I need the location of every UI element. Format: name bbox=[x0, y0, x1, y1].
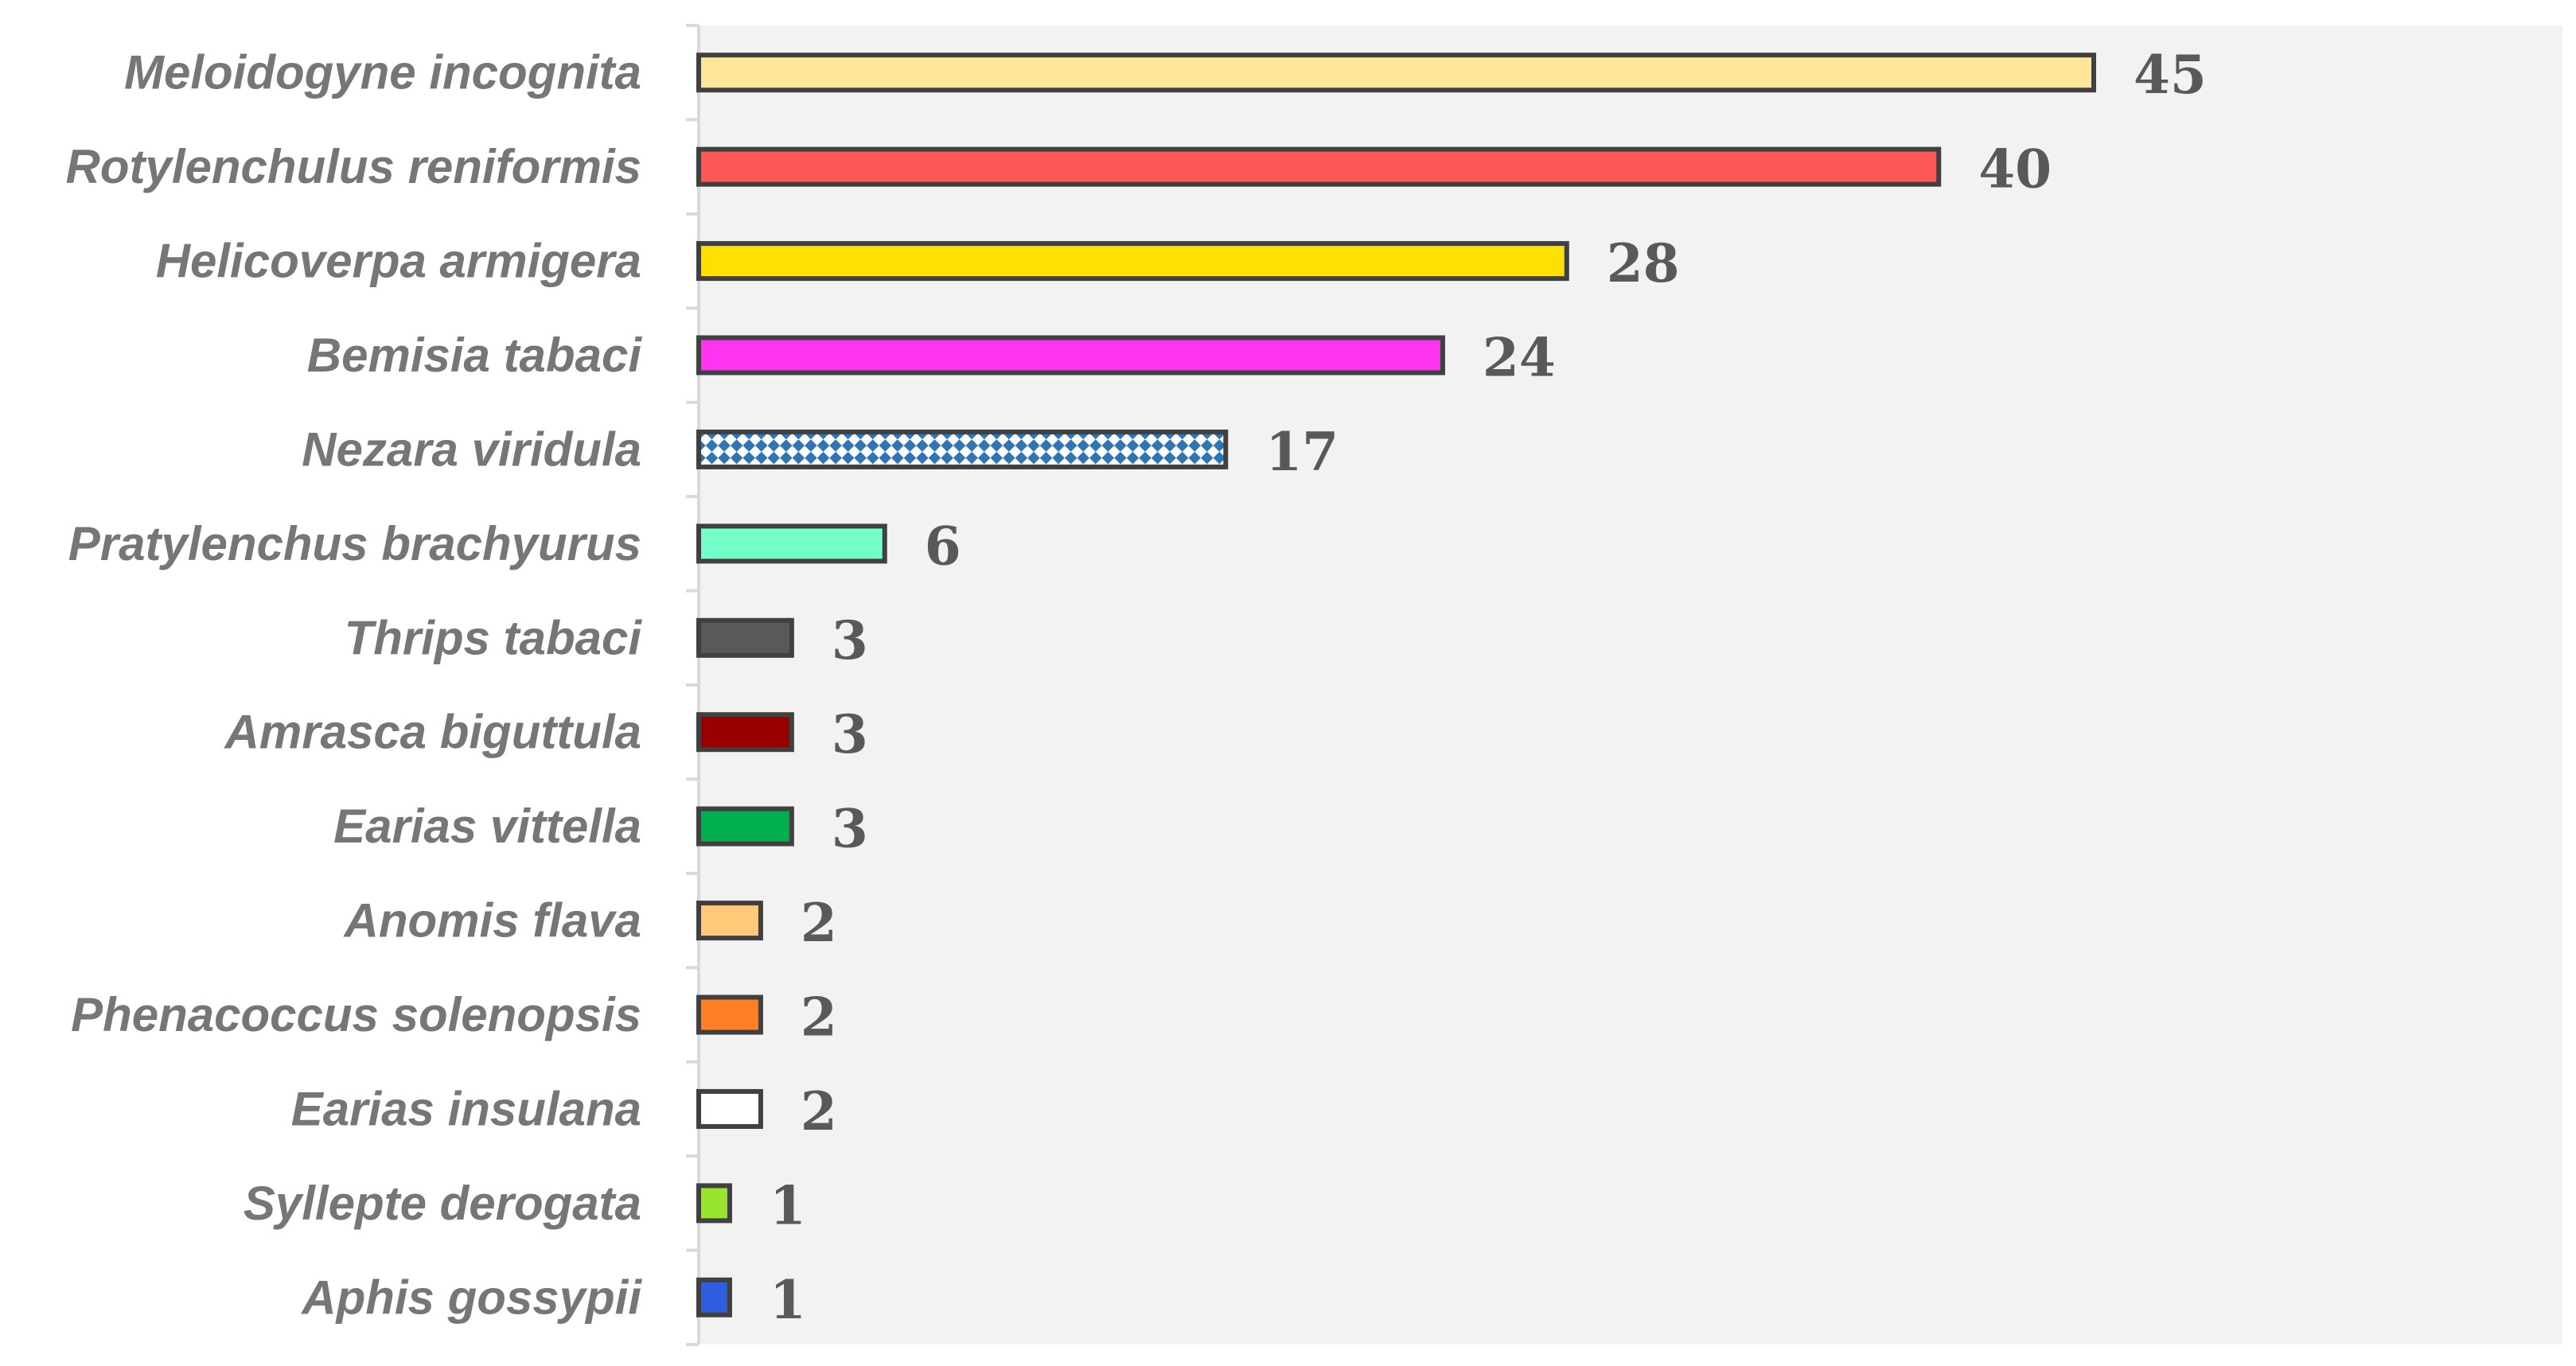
category-label-nezara-viridula: Nezara viridula bbox=[302, 422, 641, 476]
data-label-anomis-flava: 2 bbox=[801, 892, 837, 954]
plot-area bbox=[699, 25, 2562, 1345]
data-label-pratylenchus-brachyurus: 6 bbox=[925, 515, 961, 577]
data-label-phenacoccus-solenopsis: 2 bbox=[801, 987, 837, 1049]
bar-nezara-viridula bbox=[696, 429, 1229, 469]
category-labels: Meloidogyne incognita Rotylenchulus renif… bbox=[66, 46, 643, 1325]
category-label-pratylenchus-brachyurus: Pratylenchus brachyurus bbox=[68, 517, 641, 570]
data-label-helicoverpa-armigera: 28 bbox=[1607, 232, 1680, 294]
bar-thrips-tabaci bbox=[696, 617, 794, 658]
category-label-thrips-tabaci: Thrips tabaci bbox=[345, 611, 643, 664]
bar-aphis-gossypii bbox=[696, 1277, 732, 1317]
data-label-aphis-gossypii: 1 bbox=[770, 1269, 806, 1331]
category-label-amrasca-biguttula: Amrasca biguttula bbox=[224, 706, 641, 759]
data-label-bemisia-tabaci: 24 bbox=[1483, 327, 1556, 389]
data-label-earias-vittella: 3 bbox=[832, 798, 868, 860]
bar-helicoverpa-armigera bbox=[696, 241, 1569, 282]
category-label-bemisia-tabaci: Bemisia tabaci bbox=[307, 329, 643, 382]
category-label-anomis-flava: Anomis flava bbox=[343, 894, 641, 948]
bar-earias-insulana bbox=[696, 1088, 763, 1129]
category-ticks bbox=[686, 24, 699, 1346]
bar-meloidogyne-incognita bbox=[696, 53, 2096, 93]
bar-anomis-flava bbox=[696, 901, 763, 941]
category-label-helicoverpa-armigera: Helicoverpa armigera bbox=[156, 235, 641, 288]
bar-phenacoccus-solenopsis bbox=[696, 994, 763, 1035]
category-label-rotylenchulus-reniformis: Rotylenchulus reniformis bbox=[66, 140, 641, 193]
category-label-syllepte-derogata: Syllepte derogata bbox=[244, 1177, 641, 1230]
category-label-earias-vittella: Earias vittella bbox=[333, 800, 641, 853]
bar-pratylenchus-brachyurus bbox=[696, 523, 887, 564]
category-label-aphis-gossypii: Aphis gossypii bbox=[300, 1271, 642, 1324]
data-label-nezara-viridula: 17 bbox=[1265, 421, 1339, 483]
data-label-earias-insulana: 2 bbox=[801, 1080, 837, 1142]
category-label-earias-insulana: Earias insulana bbox=[291, 1082, 641, 1135]
bar-amrasca-biguttula bbox=[696, 712, 794, 753]
bar-bemisia-tabaci bbox=[696, 335, 1445, 376]
bar-syllepte-derogata bbox=[696, 1183, 732, 1224]
data-label-rotylenchulus-reniformis: 40 bbox=[1978, 138, 2052, 200]
bar-earias-vittella bbox=[696, 806, 794, 846]
data-label-amrasca-biguttula: 3 bbox=[832, 703, 868, 765]
data-label-meloidogyne-incognita: 45 bbox=[2134, 44, 2207, 106]
data-label-thrips-tabaci: 3 bbox=[832, 609, 868, 671]
bar-series bbox=[696, 53, 2096, 1317]
data-label-syllepte-derogata: 1 bbox=[770, 1174, 806, 1236]
category-label-phenacoccus-solenopsis: Phenacoccus solenopsis bbox=[71, 988, 641, 1041]
category-label-meloidogyne-incognita: Meloidogyne incognita bbox=[124, 46, 641, 99]
bar-rotylenchulus-reniformis bbox=[696, 146, 1942, 187]
